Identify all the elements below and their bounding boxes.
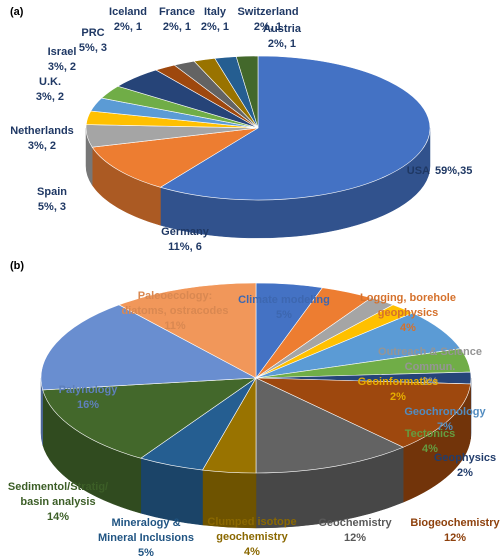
- slice-value-label: 4%: [400, 322, 416, 334]
- slice-value-label: 59%,35: [435, 165, 472, 177]
- slice-value-label: 3%, 2: [28, 140, 56, 152]
- slice-value-label: 2%: [422, 376, 438, 388]
- panel-label: (b): [10, 260, 24, 272]
- slice-label: Iceland: [109, 6, 147, 18]
- slice-value-label: 2%, 1: [163, 21, 191, 33]
- slice-label: Israel: [48, 46, 77, 58]
- slice: [255, 377, 404, 474]
- slice-label: Clumped isotope geochemistry: [207, 516, 296, 543]
- slice: [91, 127, 259, 188]
- slice-value-label: 2%, 1: [201, 21, 229, 33]
- slice-label: PRC: [81, 27, 104, 39]
- slice-value-label: 12%: [444, 532, 466, 544]
- slice: [255, 377, 471, 448]
- slice-value-label: 14%: [47, 511, 69, 523]
- slice-value-label: 2%, 1: [254, 21, 282, 33]
- slice-value-label: 2%: [390, 391, 406, 403]
- slice-label: Switzerland: [237, 6, 298, 18]
- slice-label: Palynology: [59, 384, 119, 396]
- slice-label: Tectonics: [405, 428, 456, 440]
- slice-label: France: [159, 6, 195, 18]
- slice: [235, 55, 259, 129]
- slice-value-label: 11%, 6: [168, 241, 202, 253]
- slice-label: USA: [407, 165, 430, 177]
- slice-value-label: 7%: [437, 421, 453, 433]
- slice-label: Biogeochemistry: [410, 517, 500, 529]
- slice-label: Spain: [37, 186, 67, 198]
- slice: [42, 377, 258, 459]
- slice-label: Geophysics: [434, 452, 496, 464]
- slice-label: Geochronology: [404, 406, 486, 418]
- slice-value-label: 5%, 3: [38, 201, 66, 213]
- slice-label: Logging, borehole geophysics: [360, 292, 456, 319]
- slice-value-label: 5%: [276, 309, 292, 321]
- slice-label: Geoinformatics: [358, 376, 439, 388]
- slice-value-label: 5%, 3: [79, 42, 107, 54]
- slice-label: Paleoecology: diatoms, ostracodes: [122, 290, 229, 317]
- slice-value-label: 4%: [422, 443, 438, 455]
- slice-label: Climate modeling: [238, 294, 330, 306]
- panel-label: (a): [10, 6, 24, 18]
- slice-value-label: 2%, 1: [268, 38, 296, 50]
- slice: [40, 304, 258, 391]
- slice-value-label: 5%: [138, 547, 154, 558]
- slice-value-label: 11%: [164, 320, 186, 332]
- slice-label: Sedimentol/Stratig/basin analysis: [8, 481, 108, 508]
- slice-value-label: 3%, 2: [48, 61, 76, 73]
- slice-label: Outreach & Science Commun.: [378, 346, 482, 373]
- slice-value-label: 3%, 2: [36, 91, 64, 103]
- slice-value-label: 12%: [344, 532, 366, 544]
- slice: [118, 282, 257, 379]
- slice-value-label: 16%: [77, 399, 99, 411]
- slice-label: Austria: [263, 23, 302, 35]
- slice-label: Geochemistry: [318, 517, 392, 529]
- slice: [159, 55, 431, 201]
- slice-label: Netherlands: [10, 125, 74, 137]
- slice-value-label: 2%: [457, 467, 473, 479]
- slice-label: U.K.: [39, 76, 61, 88]
- slice-label: Germany: [161, 226, 210, 238]
- slice-value-label: 4%: [244, 546, 260, 558]
- slice-label: Italy: [204, 6, 227, 18]
- slice-label: Mineralogy & Mineral Inclusions: [98, 517, 194, 544]
- slice-value-label: 2%, 1: [114, 21, 142, 33]
